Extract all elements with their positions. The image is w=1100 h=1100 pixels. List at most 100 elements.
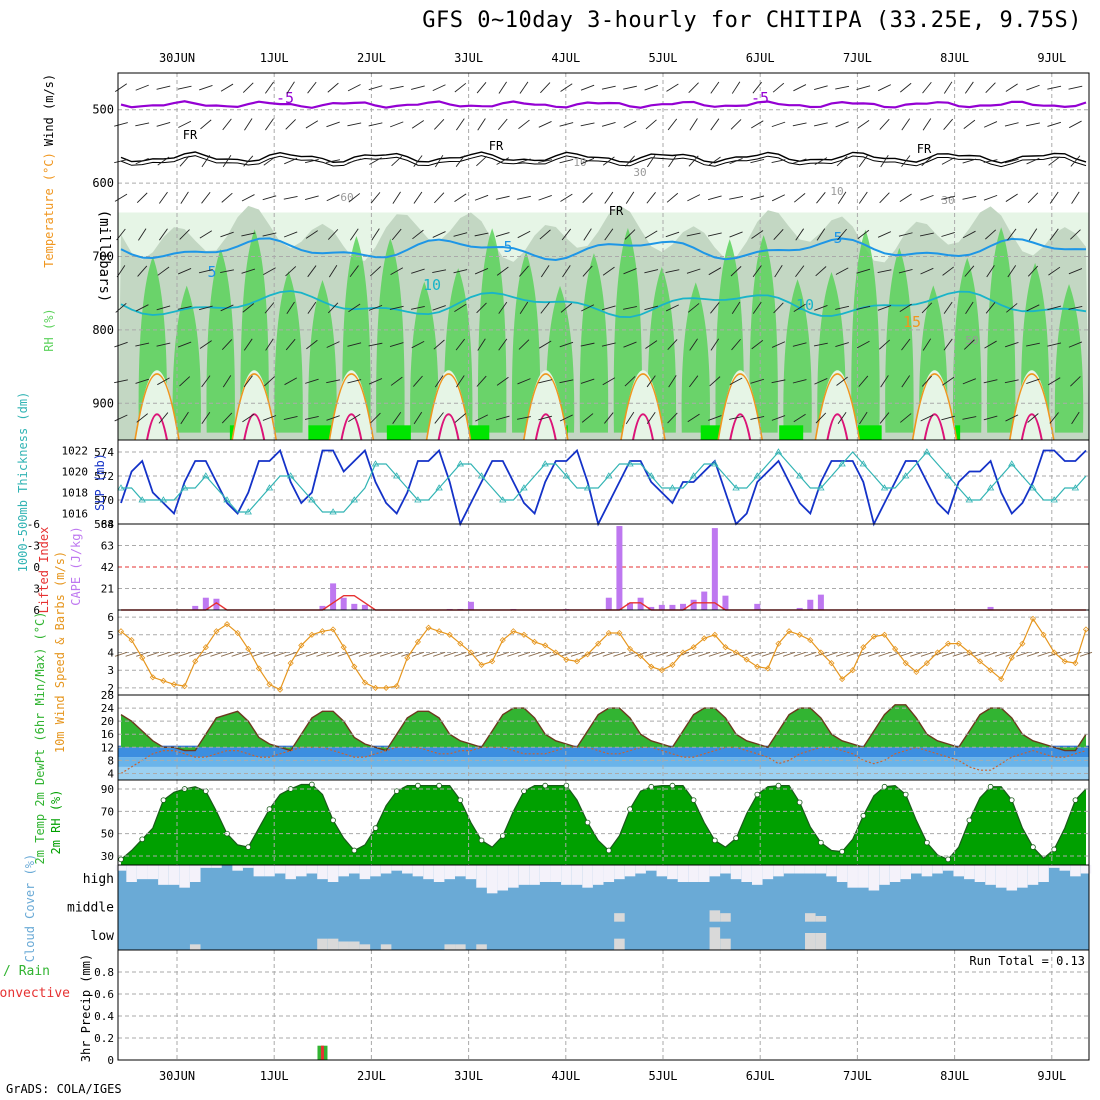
cloud-clear-bar [211, 865, 222, 868]
cloud-clear-bar [168, 865, 180, 885]
cloud-clear-bar [402, 865, 413, 874]
wind-barb [858, 155, 868, 167]
rh2m-marker [1072, 797, 1079, 803]
wind-barb [580, 378, 595, 384]
cloud-bar [805, 933, 816, 950]
surface-wind-barb [114, 651, 128, 657]
cloud-clear-bar [285, 865, 296, 880]
wind-barb [1068, 341, 1083, 348]
wind-barb [243, 338, 253, 351]
wind-barb [601, 305, 616, 311]
cloud-clear-bar [688, 865, 699, 882]
cloud-clear-bar [306, 865, 318, 874]
wind-barb [220, 231, 234, 238]
rh2m-marker [733, 835, 739, 841]
cloud-clear-bar [645, 865, 657, 871]
top-day-label: 2JUL [357, 51, 386, 65]
cold-band [118, 757, 1089, 767]
temp-contour-label: -5 [751, 89, 769, 107]
surface-wind-barb [295, 651, 308, 657]
wind-barb [602, 377, 616, 386]
cloud-clear-bar [529, 865, 540, 885]
cloud-clear-bar [911, 865, 922, 874]
rh2m-marker [245, 844, 252, 850]
wind-barb [667, 412, 678, 424]
top-day-label: 8JUL [940, 51, 969, 65]
wind-barb [540, 302, 550, 314]
wind-barb [771, 194, 785, 202]
wind-barb [920, 267, 934, 275]
cape-bar [340, 597, 347, 610]
rh2m-marker [521, 788, 527, 794]
wind-barb [752, 265, 762, 278]
cape-ylabel: CAPE (J/kg) [69, 526, 83, 605]
thickness-y-tick: 572 [94, 470, 114, 483]
cloud-clear-bar [455, 865, 466, 877]
cloud-clear-bar [317, 865, 328, 880]
temp-ylabel: 2m Temp 2m DewPt (6hr Min/Max) (°C) [33, 612, 47, 865]
surface-wind-barb [369, 651, 382, 657]
wind-barb [856, 268, 871, 274]
surface-wind-barb [899, 651, 912, 657]
precip-y-tick: 0.8 [94, 966, 114, 979]
wind-barb [135, 378, 150, 384]
wind-barb [646, 411, 656, 424]
cloud-clear-bar [136, 865, 148, 880]
temp-y-tick: 24 [101, 702, 115, 715]
bottom-day-label: 3JUL [454, 1069, 483, 1083]
wind-barb [1049, 228, 1059, 241]
temp-y-tick: 16 [101, 728, 114, 741]
wind-barb [1071, 191, 1080, 204]
bottom-day-label: 2JUL [357, 1069, 386, 1083]
surface-wind-barb [910, 651, 923, 657]
surface-wind-barb [655, 651, 668, 657]
wind-barb [729, 195, 744, 200]
surface-wind-barb [666, 651, 679, 657]
wind-barb [412, 375, 423, 387]
wind-barb [200, 119, 212, 130]
wind-barb [879, 118, 890, 130]
wind-barb [1027, 265, 1039, 277]
surface-wind-barb [931, 651, 944, 657]
wind-barb [729, 231, 743, 238]
dry-bubble [912, 370, 957, 440]
rh-green-plume [477, 228, 507, 433]
wind-barb [456, 375, 465, 388]
precip-ylabel: 3hr Precip (mm) [79, 954, 93, 1062]
temp-y-tick: 28 [101, 689, 114, 702]
cape-bar [680, 603, 687, 610]
wind-barb [601, 121, 616, 127]
wind-barb [263, 156, 276, 166]
cloud-row-label: high [83, 872, 114, 887]
cloud-clear-bar [1038, 865, 1049, 882]
thickness-marker [1008, 460, 1016, 467]
cloud-clear-bar [423, 865, 434, 880]
rh2m-marker [796, 799, 803, 806]
thickness-y-tick: 574 [94, 446, 114, 459]
wind-barb [646, 154, 656, 168]
surface-wind-barb [623, 651, 637, 657]
wind-barb [1005, 414, 1019, 422]
rh-contour-label: 60 [340, 191, 353, 204]
wind-barb [411, 85, 425, 90]
cloud-clear-bar [295, 865, 307, 877]
rh-contour-label: 10 [573, 156, 586, 169]
wind-barb [708, 156, 721, 166]
surface-wind-barb [687, 651, 700, 657]
wind-barb [965, 301, 974, 314]
surface-wind-barb [1037, 651, 1050, 657]
wind-barb [645, 340, 658, 349]
wind-barb [413, 191, 423, 204]
wind-barb [729, 157, 743, 165]
wind-barb [899, 303, 912, 313]
wind-barb [772, 82, 785, 93]
wind-barb [519, 301, 529, 315]
wind-barb [285, 266, 297, 277]
temperature-legend-label: Temperature (°C) [42, 152, 56, 268]
cape-bar [361, 604, 368, 610]
surface-wind-barb [846, 651, 859, 657]
surface-wind-barb [422, 651, 435, 657]
wind-barb [774, 265, 783, 278]
cloud-bar [380, 944, 392, 950]
wind-barb [601, 85, 616, 90]
